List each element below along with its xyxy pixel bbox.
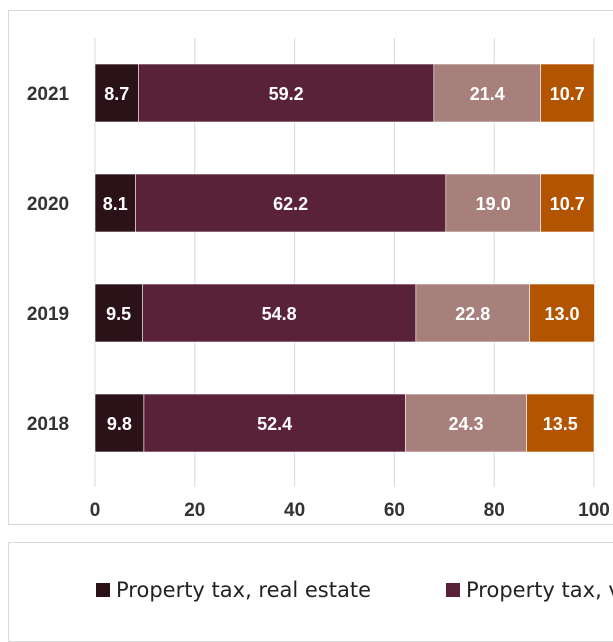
data-label: 10.7 xyxy=(550,84,585,104)
bar-segment xyxy=(540,173,595,233)
y-category-label: 2019 xyxy=(27,304,69,325)
data-label: 21.4 xyxy=(470,84,505,104)
data-label: 54.8 xyxy=(262,304,297,324)
x-tick-label: 60 xyxy=(384,500,405,521)
x-tick-label: 20 xyxy=(184,500,205,521)
data-label: 9.5 xyxy=(106,304,131,324)
bar-segment xyxy=(143,393,406,453)
data-label: 59.2 xyxy=(269,84,304,104)
x-tick-label: 0 xyxy=(90,500,101,521)
data-label: 13.5 xyxy=(543,414,578,434)
data-label: 62.2 xyxy=(273,194,308,214)
data-label: 22.8 xyxy=(455,304,490,324)
bar-segment xyxy=(540,63,595,123)
data-label: 8.7 xyxy=(104,84,129,104)
x-tick-label: 80 xyxy=(484,500,505,521)
y-category-label: 2020 xyxy=(27,194,69,215)
data-label: 24.3 xyxy=(448,414,483,434)
data-label: 52.4 xyxy=(257,414,292,434)
x-tick-label: 100 xyxy=(578,500,610,521)
legend-swatch-2 xyxy=(446,583,460,597)
data-label: 8.1 xyxy=(103,194,128,214)
x-tick-label: 40 xyxy=(284,500,305,521)
bar-segment xyxy=(94,283,143,343)
bar-segment xyxy=(405,393,527,453)
bar-segment xyxy=(135,173,447,233)
y-category-label: 2018 xyxy=(27,414,69,435)
bar-segment xyxy=(142,283,417,343)
legend-item-2: Property tax, v xyxy=(446,578,613,602)
bar-segment xyxy=(94,173,136,233)
data-label: 10.7 xyxy=(550,194,585,214)
bar-segment xyxy=(529,283,595,343)
data-label: 13.0 xyxy=(545,304,580,324)
data-label: 19.0 xyxy=(476,194,511,214)
bar-segment xyxy=(526,393,595,453)
legend-item-1: Property tax, real estate xyxy=(96,578,371,602)
legend-label-2: Property tax, v xyxy=(466,578,613,602)
y-category-label: 2021 xyxy=(27,84,70,105)
bar-segment xyxy=(433,63,541,123)
legend-label-1: Property tax, real estate xyxy=(116,578,372,602)
legend-swatch-1 xyxy=(96,583,110,597)
stacked-bar-chart: 0 20 40 60 80 100 2021 2020 2019 2018 8.7 59.2 21.4 1… xyxy=(27,38,610,521)
bar-segment xyxy=(415,283,530,343)
bar-segment xyxy=(445,173,541,233)
bar-segment xyxy=(94,393,145,453)
data-label: 9.8 xyxy=(107,414,132,434)
